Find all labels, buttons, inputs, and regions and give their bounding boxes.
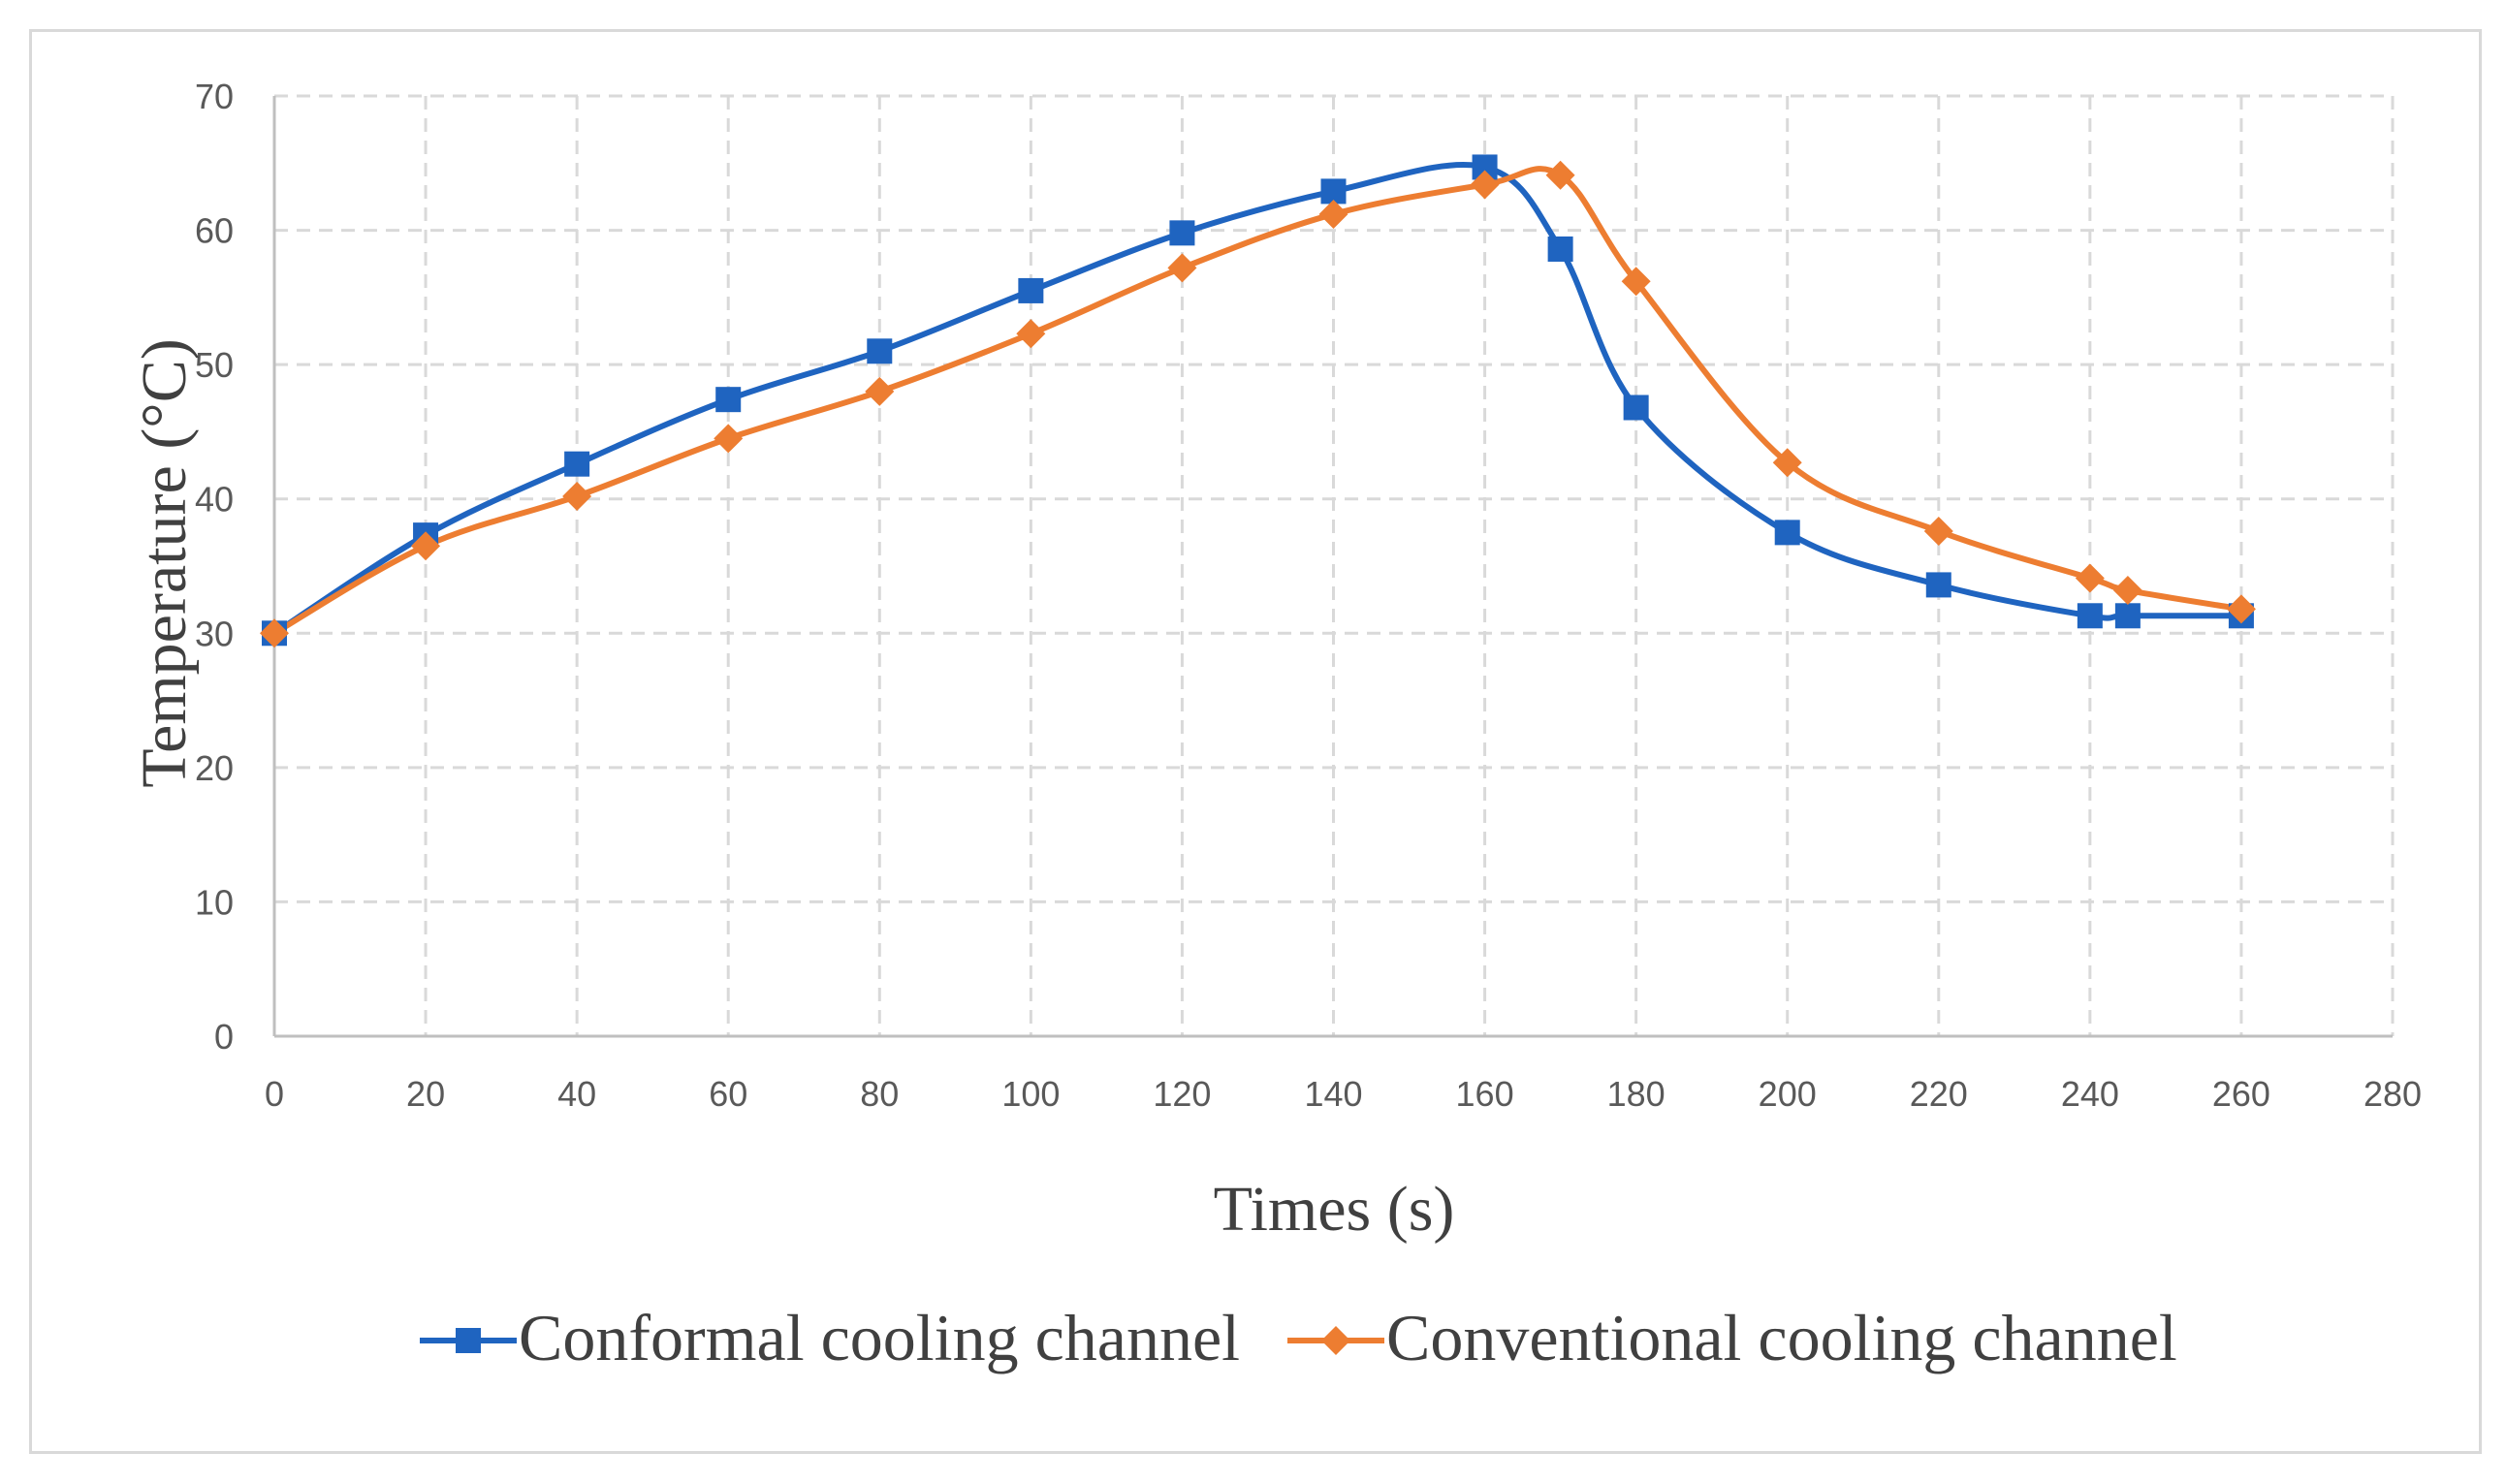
data-point-conventional [1167, 253, 1197, 283]
data-point-conformal [2077, 603, 2103, 629]
grid-lines [274, 94, 2395, 1036]
y-tick-label: 0 [214, 1017, 234, 1057]
y-tick-label: 60 [195, 211, 234, 251]
data-point-conventional [411, 531, 441, 561]
x-tick-label: 120 [1153, 1074, 1211, 1114]
data-point-conventional [2112, 575, 2142, 605]
tick-labels: 0 10 20 30 40 50 60 70 0 20 40 60 80 100 120 140 160 180 2… [195, 77, 2422, 1114]
x-tick-label: 180 [1607, 1074, 1665, 1114]
x-tick-label: 60 [709, 1074, 747, 1114]
y-tick-label: 20 [195, 748, 234, 788]
data-point-conformal [715, 387, 742, 413]
x-tick-label: 40 [557, 1074, 596, 1114]
data-point-conventional [2226, 594, 2256, 624]
data-point-conformal [1925, 572, 1951, 598]
data-point-conformal [867, 338, 893, 364]
x-tick-label: 200 [1759, 1074, 1817, 1114]
data-point-conventional [1621, 267, 1651, 297]
data-point-conformal [1169, 220, 1195, 246]
x-tick-label: 160 [1456, 1074, 1514, 1114]
y-tick-label: 70 [195, 77, 234, 116]
x-tick-label: 260 [2212, 1074, 2270, 1114]
legend-marker [456, 1328, 481, 1353]
data-point-conventional [714, 424, 744, 454]
data-point-conventional [1923, 516, 1953, 546]
x-tick-label: 240 [2061, 1074, 2119, 1114]
axes [272, 96, 2393, 1038]
data-point-conventional [1545, 160, 1575, 190]
data-point-conformal [1623, 395, 1649, 421]
series-line-conventional [271, 166, 2244, 637]
chart-frame: 0 10 20 30 40 50 60 70 0 20 40 60 80 100 120 140 160 180 2… [29, 29, 2482, 1454]
data-point-conventional [1772, 448, 1802, 478]
y-tick-label: 50 [195, 345, 234, 385]
data-point-conventional [1318, 199, 1348, 229]
legend-label: Conventional cooling channel [1386, 1301, 2177, 1374]
temperature-line-chart: 0 10 20 30 40 50 60 70 0 20 40 60 80 100 120 140 160 180 2… [129, 77, 2422, 1374]
data-point-conventional [260, 618, 289, 648]
data-point-conformal [1018, 277, 1044, 303]
y-axis-title: Temperature (°C) [129, 338, 200, 787]
x-tick-label: 220 [1910, 1074, 1968, 1114]
data-point-conventional [865, 376, 895, 406]
legend-label: Conformal cooling channel [519, 1301, 1240, 1374]
y-tick-label: 30 [195, 614, 234, 653]
y-tick-label: 40 [195, 480, 234, 520]
data-point-conformal [2114, 603, 2141, 629]
legend-marker [1321, 1326, 1350, 1355]
data-point-conformal [564, 451, 590, 477]
x-tick-label: 280 [2363, 1074, 2422, 1114]
data-point-conformal [1547, 236, 1573, 262]
data-point-conventional [1470, 170, 1500, 200]
x-tick-label: 0 [265, 1074, 284, 1114]
legend: Conformal cooling channel Conventional co… [420, 1301, 2177, 1374]
data-point-conventional [1016, 319, 1046, 349]
x-tick-label: 140 [1304, 1074, 1362, 1114]
x-tick-label: 20 [406, 1074, 445, 1114]
x-tick-label: 100 [1001, 1074, 1060, 1114]
y-tick-label: 10 [195, 882, 234, 922]
data-point-conventional [562, 481, 592, 511]
data-point-conventional [2075, 563, 2105, 593]
series-lines [271, 161, 2244, 637]
series-line-conformal [271, 161, 2244, 637]
x-axis-title: Times (s) [1214, 1174, 1455, 1245]
x-tick-label: 80 [860, 1074, 899, 1114]
data-point-conformal [1774, 520, 1800, 546]
series-markers [260, 154, 2256, 648]
